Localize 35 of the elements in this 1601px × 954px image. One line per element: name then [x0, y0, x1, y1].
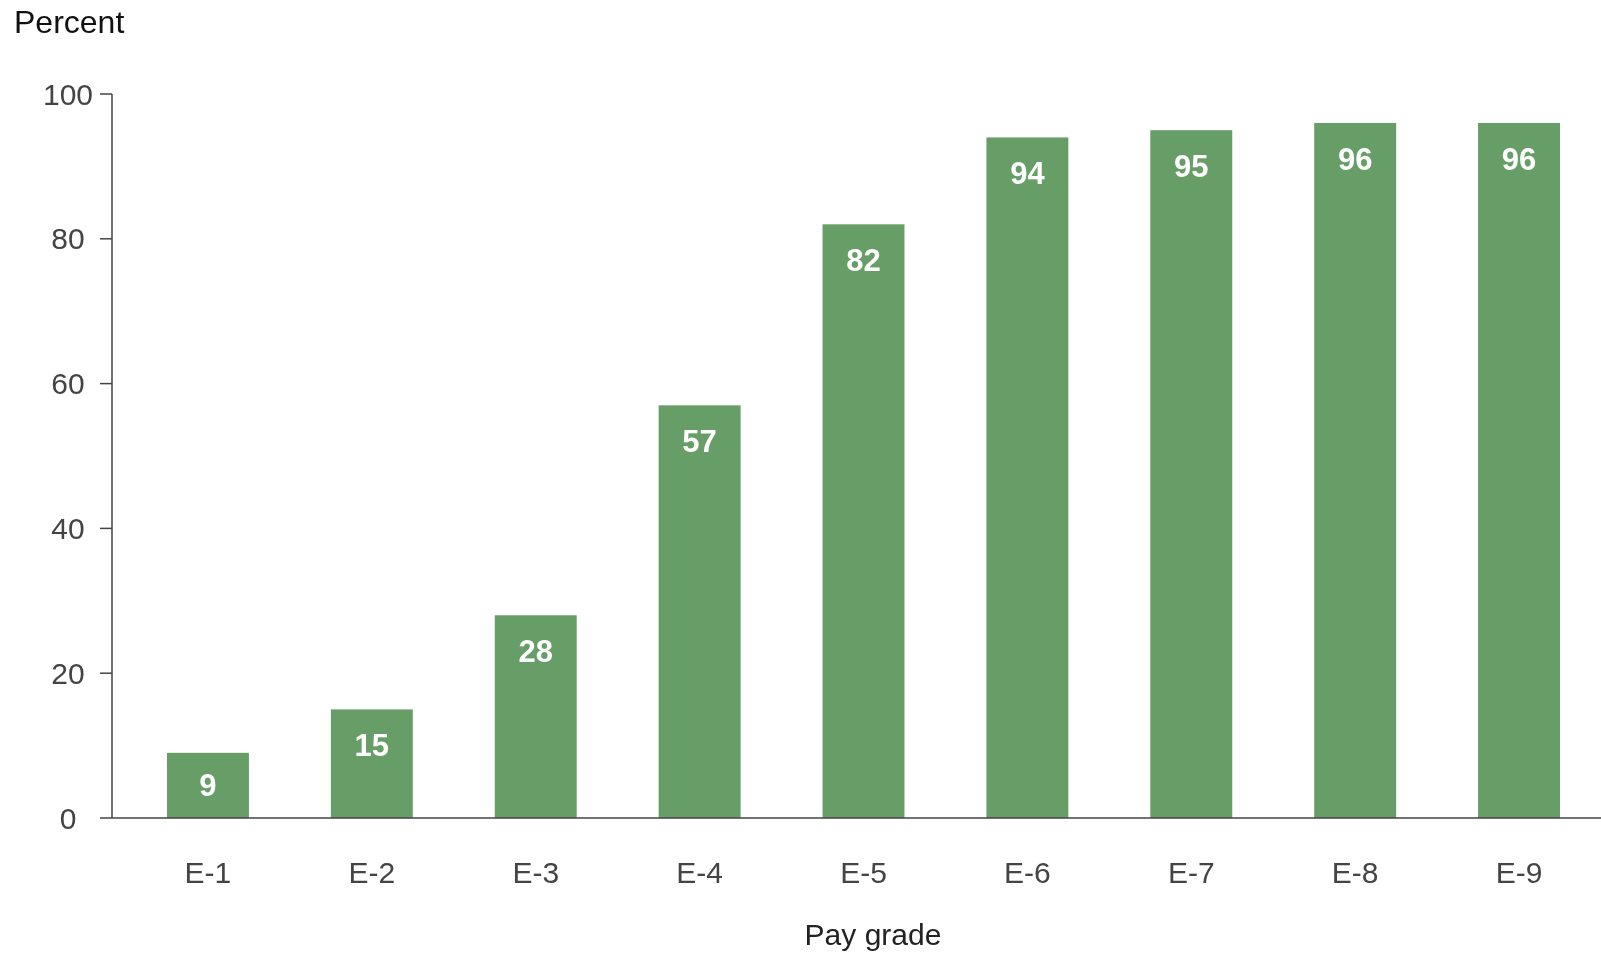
x-tick-label: E-2	[348, 855, 396, 889]
bar	[1150, 130, 1233, 818]
x-tick-label: E-7	[1167, 855, 1215, 889]
x-tick-label: E-8	[1331, 855, 1379, 889]
y-tick-label: 80	[51, 222, 85, 256]
data-label: 95	[1174, 149, 1209, 185]
bar	[494, 615, 577, 818]
x-tick-label: E-4	[676, 855, 723, 889]
x-tick-label: E-3	[512, 855, 560, 889]
y-tick-label: 0	[59, 801, 77, 835]
data-label: 57	[682, 424, 717, 460]
data-label: 96	[1337, 141, 1373, 177]
x-tick-label: E-1	[184, 855, 232, 889]
data-label: 15	[354, 728, 390, 764]
bar	[330, 709, 413, 818]
data-label: 94	[1010, 156, 1046, 192]
bar	[1314, 122, 1397, 818]
data-label: 96	[1501, 141, 1537, 177]
bar	[658, 405, 741, 818]
x-axis-title: Pay grade	[804, 917, 942, 951]
bar	[1478, 122, 1561, 818]
x-tick-label: E-6	[1004, 855, 1051, 889]
bar	[822, 224, 905, 818]
data-label: 28	[518, 634, 553, 670]
data-label: 82	[846, 243, 881, 279]
y-tick-label: 40	[51, 511, 85, 545]
bar	[986, 137, 1069, 818]
y-tick-label: 100	[42, 77, 94, 111]
y-tick-label: 60	[51, 367, 85, 401]
y-axis-title: Percent	[14, 4, 125, 41]
y-tick-label: 20	[51, 656, 85, 690]
x-tick-label: E-9	[1495, 855, 1543, 889]
data-label: 9	[199, 768, 217, 804]
bar	[166, 752, 249, 818]
x-tick-label: E-5	[840, 855, 887, 889]
